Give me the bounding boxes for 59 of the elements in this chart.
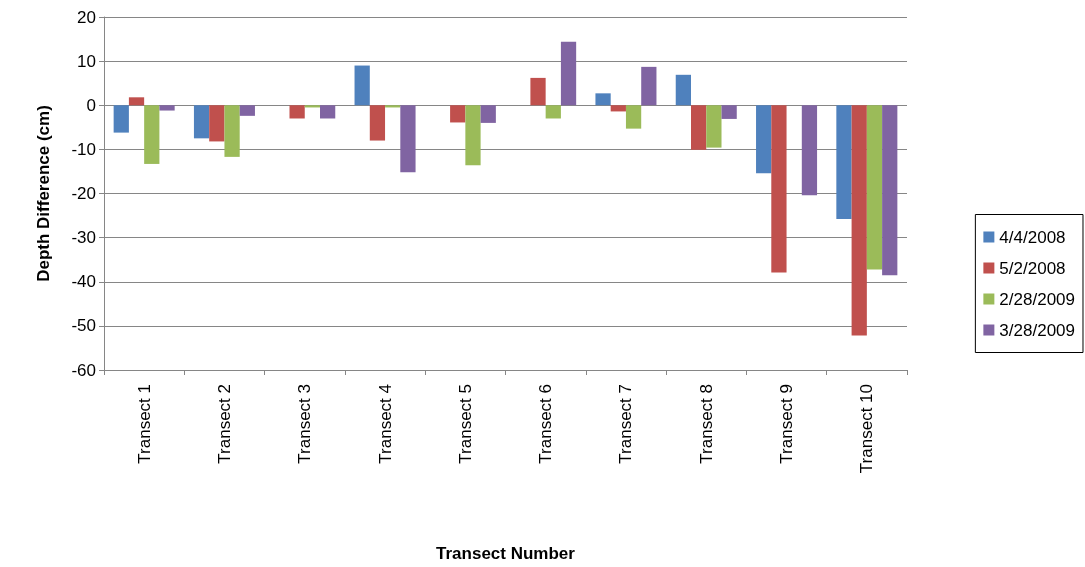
bar [595,93,611,106]
x-tick-label: Transect 4 [375,384,395,464]
y-axis-title: Depth Difference (cm) [34,105,53,282]
legend-label: 4/4/2008 [999,227,1066,247]
bar [801,105,818,196]
bar [641,66,657,106]
x-tick-label: Transect 2 [214,384,234,464]
bar [690,105,707,150]
y-tick-label: 0 [86,95,96,115]
bar [239,105,255,116]
x-tick-label: Transect 10 [857,384,877,474]
y-tick-label: -40 [71,272,96,292]
bar [771,105,787,273]
bar [560,41,577,106]
bar [465,105,481,166]
y-tick-label: -50 [71,316,96,336]
legend-label: 5/2/2008 [999,258,1066,278]
bar [675,74,691,106]
x-tick-label: Transect 9 [777,384,797,464]
x-tick-label: Transect 7 [616,384,636,464]
x-tick-label: Transect 5 [455,384,475,464]
x-tick-label: Transect 6 [536,384,556,464]
bar [450,105,466,123]
y-tick-label: -20 [71,184,96,203]
bar [400,105,416,173]
bar [128,97,145,106]
y-tick-label: 20 [77,7,96,27]
bar [836,105,852,220]
bar [480,105,496,123]
bar [159,105,175,111]
bar [721,105,737,119]
y-tick-label: -60 [71,360,96,380]
bar [113,105,129,133]
legend-label: 3/28/2009 [999,320,1076,340]
y-tick-label: 10 [77,51,96,71]
bar [224,105,240,157]
bar [866,105,883,270]
bar [545,105,561,119]
bar [530,77,546,106]
bar [193,105,210,139]
bar [706,105,722,148]
bar [209,105,225,142]
bar [369,105,386,141]
legend-label: 2/28/2009 [999,289,1076,309]
bar [625,105,642,129]
x-tick-label: Transect 8 [696,384,716,464]
bar [851,105,867,336]
bar [354,65,370,106]
bar [756,105,772,174]
x-tick-label: Transect 1 [134,384,154,464]
bar [320,105,336,119]
x-tick-label: Transect 3 [295,384,315,464]
bar [882,105,898,276]
bar [289,105,305,119]
bar [610,105,626,112]
y-tick-label: -10 [71,139,96,159]
x-axis-title: Transect Number [436,544,576,563]
bar [144,105,160,164]
y-tick-label: -30 [71,228,96,248]
